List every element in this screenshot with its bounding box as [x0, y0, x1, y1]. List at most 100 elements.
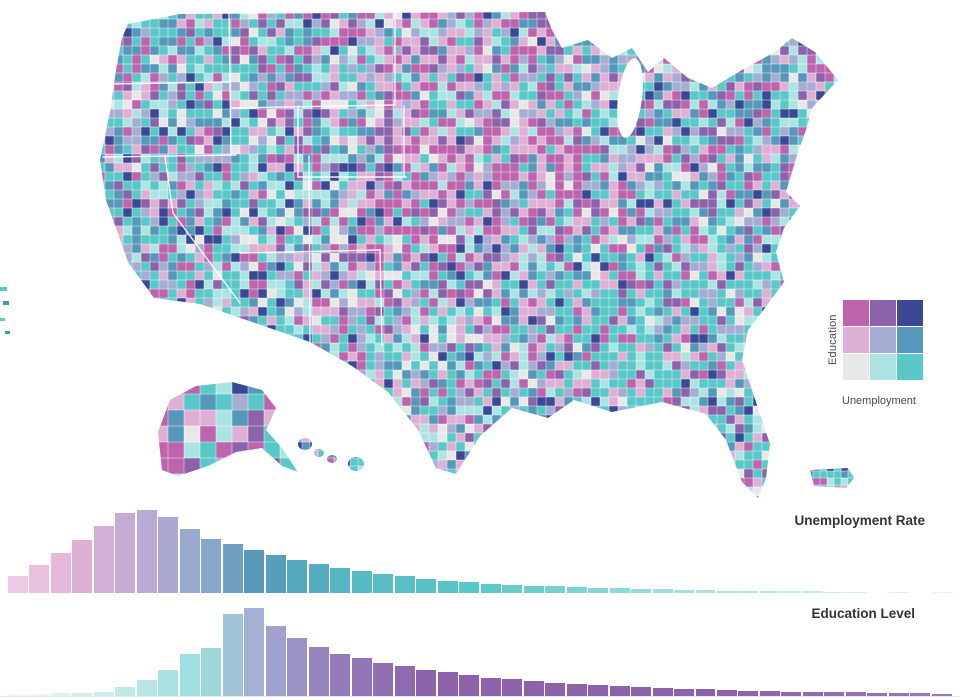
legend-education-label: Education — [827, 314, 839, 366]
education-histogram-bars — [8, 601, 952, 696]
unemployment-histogram-bar[interactable] — [416, 578, 437, 593]
education-histogram-bar[interactable] — [545, 682, 566, 696]
education-histogram-bar[interactable] — [888, 693, 909, 696]
unemployment-histogram-bar[interactable] — [244, 549, 265, 593]
unemployment-histogram-bar[interactable] — [8, 575, 28, 593]
us-bivariate-map[interactable]: Education Unemployment — [0, 0, 960, 505]
unemployment-histogram-bar[interactable] — [609, 588, 630, 593]
education-histogram-bar[interactable] — [394, 666, 415, 696]
education-histogram-bar[interactable] — [29, 694, 50, 696]
education-histogram-bar[interactable] — [867, 693, 888, 696]
unemployment-histogram-bar[interactable] — [201, 539, 222, 593]
education-histogram-bar[interactable] — [738, 690, 759, 696]
unemployment-histogram-bar[interactable] — [781, 591, 802, 593]
education-histogram-bar[interactable] — [201, 647, 222, 696]
education-histogram-bar[interactable] — [50, 693, 71, 696]
education-histogram-bar[interactable] — [158, 669, 179, 696]
unemployment-histogram-bar[interactable] — [394, 576, 415, 593]
unemployment-histogram-bar[interactable] — [824, 592, 845, 593]
state-borders — [102, 11, 407, 346]
unemployment-histogram-bar[interactable] — [588, 588, 609, 593]
unemployment-histogram-bar[interactable] — [287, 559, 308, 593]
unemployment-histogram-bar[interactable] — [566, 587, 587, 593]
unemployment-histogram-bar[interactable] — [674, 589, 694, 593]
education-histogram-bar[interactable] — [824, 692, 845, 696]
education-histogram-bar[interactable] — [566, 683, 587, 696]
unemployment-histogram-bar[interactable] — [459, 582, 480, 593]
education-histogram-bar[interactable] — [910, 693, 931, 696]
unemployment-histogram-bar[interactable] — [179, 529, 200, 593]
education-histogram-bar[interactable] — [373, 662, 394, 696]
education-histogram-bar[interactable] — [588, 685, 609, 696]
alaska-region[interactable] — [152, 378, 312, 490]
education-histogram-bar[interactable] — [502, 679, 523, 696]
education-histogram-bar[interactable] — [115, 687, 136, 696]
unemployment-histogram-bar[interactable] — [115, 512, 136, 593]
hawaii-region[interactable] — [294, 434, 374, 482]
education-histogram-bar[interactable] — [222, 614, 243, 696]
unemployment-histogram-bar[interactable] — [738, 590, 759, 593]
education-histogram-bar[interactable] — [609, 686, 630, 696]
education-histogram-bar[interactable] — [480, 677, 501, 696]
unemployment-histogram-bar[interactable] — [373, 573, 394, 593]
unemployment-histogram-bar[interactable] — [93, 525, 114, 593]
unemployment-histogram-bar[interactable] — [695, 589, 716, 593]
education-histogram-bar[interactable] — [136, 680, 157, 696]
unemployment-histogram-bar[interactable] — [502, 584, 523, 593]
legend-cell — [870, 354, 896, 380]
education-histogram-bar[interactable] — [459, 674, 480, 696]
unemployment-histogram-bar[interactable] — [351, 571, 372, 593]
education-histogram-bar[interactable] — [308, 646, 329, 696]
education-histogram-bar[interactable] — [437, 672, 458, 696]
education-histogram-bar[interactable] — [523, 681, 544, 696]
education-histogram-bar[interactable] — [351, 658, 372, 696]
puerto-rico-region[interactable] — [806, 464, 862, 492]
unemployment-histogram-bar[interactable] — [652, 588, 673, 593]
unemployment-histogram-bar[interactable] — [330, 568, 351, 593]
education-histogram-bar[interactable] — [716, 689, 737, 696]
education-histogram-bar[interactable] — [93, 691, 114, 696]
conus-region[interactable] — [96, 10, 843, 505]
unemployment-histogram-bar[interactable] — [265, 554, 286, 593]
education-histogram-bar[interactable] — [330, 653, 351, 696]
unemployment-histogram-bar[interactable] — [308, 563, 329, 593]
unemployment-histogram-bar[interactable] — [845, 592, 866, 593]
unemployment-histogram-bar[interactable] — [545, 586, 566, 593]
unemployment-histogram-bar[interactable] — [888, 592, 909, 593]
education-histogram-bar[interactable] — [179, 653, 200, 696]
education-histogram-bar[interactable] — [674, 688, 694, 696]
unemployment-histogram-bar[interactable] — [50, 553, 71, 593]
education-histogram-bar[interactable] — [8, 694, 28, 696]
education-histogram-bar[interactable] — [265, 625, 286, 696]
unemployment-histogram-bar[interactable] — [222, 544, 243, 593]
legend-grid — [843, 300, 923, 380]
unemployment-histogram-bar[interactable] — [29, 564, 50, 593]
unemployment-histogram-bar[interactable] — [136, 510, 157, 593]
legend-cell — [897, 300, 923, 326]
unemployment-histogram-bar[interactable] — [480, 583, 501, 593]
unemployment-histogram-bar[interactable] — [523, 585, 544, 593]
unemployment-histogram-bar[interactable] — [158, 517, 179, 593]
unemployment-histogram-bar[interactable] — [72, 539, 93, 593]
education-histogram-bar[interactable] — [416, 669, 437, 696]
education-histogram-bar[interactable] — [244, 608, 265, 696]
unemployment-histogram-bar[interactable] — [931, 592, 952, 593]
education-histogram-bar[interactable] — [72, 693, 93, 696]
education-histogram-bar[interactable] — [287, 637, 308, 696]
education-histogram-bar[interactable] — [652, 688, 673, 696]
us-map-svg[interactable] — [0, 0, 960, 505]
education-histogram-bar[interactable] — [781, 691, 802, 696]
unemployment-histogram-bar[interactable] — [716, 590, 737, 593]
county-mosaic[interactable] — [0, 10, 862, 505]
education-histogram-bar[interactable] — [631, 687, 652, 696]
education-histogram-bar[interactable] — [695, 688, 716, 696]
unemployment-histogram-bar[interactable] — [437, 580, 458, 593]
education-histogram-bar[interactable] — [759, 690, 780, 696]
education-histogram-bar[interactable] — [845, 692, 866, 696]
unemployment-histogram-bar[interactable] — [631, 588, 652, 593]
unemployment-histogram-bar[interactable] — [802, 591, 823, 593]
education-histogram-bar[interactable] — [931, 694, 952, 696]
unemployment-histogram-bar[interactable] — [759, 590, 780, 593]
legend-unemployment-label: Unemployment — [842, 395, 916, 407]
education-histogram-bar[interactable] — [802, 691, 823, 696]
